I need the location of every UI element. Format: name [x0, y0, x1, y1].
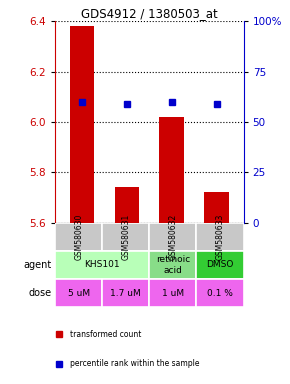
Text: GSM580630: GSM580630: [74, 214, 83, 260]
Bar: [55, 223, 102, 251]
Text: 0.1 %: 0.1 %: [207, 289, 233, 298]
Text: retinoic
acid: retinoic acid: [156, 255, 190, 275]
Text: 5 uM: 5 uM: [68, 289, 90, 298]
Text: transformed count: transformed count: [70, 330, 142, 339]
Text: agent: agent: [23, 260, 51, 270]
Text: KHS101: KHS101: [84, 260, 120, 270]
Bar: [102, 223, 149, 251]
Text: DMSO: DMSO: [206, 260, 234, 270]
Bar: [70, 26, 94, 223]
Bar: [115, 187, 139, 223]
Text: percentile rank within the sample: percentile rank within the sample: [70, 359, 200, 368]
Bar: [204, 192, 229, 223]
Text: 1 uM: 1 uM: [162, 289, 184, 298]
Bar: [160, 117, 184, 223]
Text: GSM580633: GSM580633: [215, 214, 224, 260]
Text: GSM580632: GSM580632: [168, 214, 177, 260]
Text: GSM580631: GSM580631: [121, 214, 130, 260]
Bar: [196, 279, 244, 307]
Bar: [149, 223, 197, 251]
Bar: [55, 251, 149, 279]
Bar: [149, 251, 197, 279]
Text: 1.7 uM: 1.7 uM: [110, 289, 141, 298]
Bar: [149, 279, 197, 307]
Text: dose: dose: [28, 288, 51, 298]
Bar: [196, 223, 244, 251]
Bar: [102, 279, 149, 307]
Title: GDS4912 / 1380503_at: GDS4912 / 1380503_at: [81, 7, 218, 20]
Bar: [196, 251, 244, 279]
Bar: [55, 279, 102, 307]
